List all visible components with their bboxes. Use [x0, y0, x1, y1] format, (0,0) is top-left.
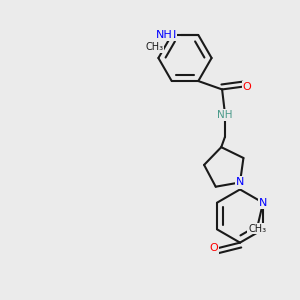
- Text: CH₃: CH₃: [145, 42, 164, 52]
- Text: N: N: [236, 177, 244, 188]
- Text: NH: NH: [156, 30, 173, 40]
- Text: NH: NH: [217, 110, 233, 120]
- Text: N: N: [259, 224, 267, 234]
- Text: CH₃: CH₃: [248, 224, 266, 233]
- Text: O: O: [243, 82, 251, 92]
- Text: O: O: [209, 243, 218, 253]
- Text: N: N: [259, 198, 267, 208]
- Text: N: N: [167, 30, 176, 40]
